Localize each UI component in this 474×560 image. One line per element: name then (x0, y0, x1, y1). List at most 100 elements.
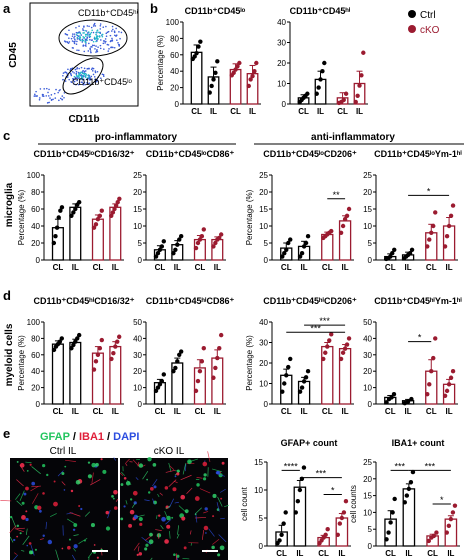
flow-event-dot (84, 41, 86, 43)
flow-event-dot (62, 74, 64, 77)
cell-spot (212, 493, 217, 498)
flow-event-dot (34, 95, 37, 97)
x-tick-label: CL (427, 549, 438, 558)
data-point (384, 537, 389, 542)
flow-event-dot (61, 95, 64, 97)
flow-event-dot (90, 75, 93, 78)
bar (109, 345, 122, 405)
flow-event-dot (66, 73, 68, 75)
flow-event-dot (33, 95, 36, 97)
y-tick-label: 40 (170, 67, 179, 76)
cell-spot (220, 497, 223, 500)
data-point (280, 254, 285, 259)
cell-spot (64, 465, 67, 468)
data-point (297, 254, 303, 259)
cell-process (165, 505, 171, 510)
flow-event-dot (35, 90, 37, 93)
data-point (201, 346, 206, 351)
data-point (113, 203, 119, 208)
micrograph-ctrl (0, 457, 119, 560)
data-point (93, 359, 99, 364)
flow-event-dot (97, 37, 99, 40)
data-point (406, 486, 412, 492)
legend-ctrl-label: Ctrl (420, 10, 436, 21)
y-tick-label: 10 (277, 80, 286, 89)
cell-process (217, 496, 223, 507)
flow-event-dot (81, 74, 84, 77)
cell-spot (174, 475, 177, 478)
flow-event-dot (79, 32, 82, 35)
cell-spot (102, 469, 107, 474)
data-point (346, 336, 352, 341)
cell-spot (16, 524, 20, 528)
cell-spot (152, 463, 157, 467)
data-point (199, 234, 205, 239)
data-point (177, 237, 182, 242)
flow-event-dot (73, 72, 75, 74)
flow-event-dot (83, 81, 86, 84)
chart-title: CD11b⁺CD45ˡᵒCD86⁺ (146, 149, 235, 159)
data-point (390, 251, 395, 256)
flow-event-dot (82, 32, 84, 34)
chart-title: CD11b⁺CD45ʰⁱCD16/32⁺ (34, 295, 135, 306)
legend-cko-label: cKO (420, 25, 440, 36)
data-point (153, 388, 159, 394)
x-tick-label: CL (426, 263, 437, 272)
flow-event-dot (77, 35, 80, 37)
flow-event-dot (69, 72, 72, 75)
cell-process (13, 552, 17, 555)
cell-spot (26, 469, 29, 472)
flow-event-dot (71, 70, 74, 73)
data-point (327, 338, 332, 343)
flow-x-label: CD11b (68, 114, 99, 125)
data-point (218, 332, 224, 338)
significance-label: **** (284, 461, 299, 471)
flow-event-dot (74, 40, 76, 42)
x-tick-label: IL (296, 549, 303, 558)
cell-process (69, 512, 81, 517)
flow-event-dot (48, 101, 50, 104)
cell-process (22, 535, 30, 546)
flow-event-dot (85, 78, 88, 81)
cell-spot (164, 539, 169, 544)
panel-letter-b: b (150, 1, 158, 16)
x-tick-label: IL (317, 107, 324, 116)
flow-event-dot (99, 23, 102, 25)
x-tick-label: IL (210, 107, 217, 116)
gate-lo (62, 57, 104, 95)
data-point (175, 242, 180, 247)
flow-event-dot (87, 50, 90, 52)
flow-event-dot (91, 44, 94, 47)
stain-gfap: GFAP (40, 431, 70, 443)
cell-spot (144, 547, 148, 551)
x-tick-label: IL (405, 407, 412, 416)
flow-event-dot (95, 40, 97, 43)
x-tick-label: IL (72, 263, 79, 272)
cell-process (135, 477, 139, 481)
data-point (322, 60, 327, 66)
flow-event-dot (86, 77, 89, 79)
data-point (171, 251, 176, 256)
y-tick-label: 0 (368, 542, 373, 551)
x-tick-label: IL (342, 407, 349, 416)
y-tick-label: 80 (170, 34, 179, 43)
chart-title: GFAP+ count (281, 438, 338, 448)
cell-spot (149, 532, 153, 537)
chart-title: CD11b⁺CD45ʰⁱCD86⁺ (146, 295, 235, 306)
cell-spot (25, 486, 29, 491)
cell-process (211, 468, 223, 473)
x-tick-label: IL (72, 407, 79, 416)
data-point (305, 91, 310, 96)
cell-process (180, 474, 192, 481)
flow-event-dot (111, 37, 113, 40)
cell-process (125, 500, 128, 505)
cell-process (196, 477, 203, 479)
data-point (199, 359, 205, 364)
flow-event-dot (85, 43, 87, 45)
data-point (195, 378, 201, 384)
data-point (303, 240, 309, 246)
cell-process (189, 530, 192, 535)
flow-event-dot (90, 51, 92, 54)
stain-iba1: IBA1 (79, 431, 104, 443)
flow-event-dot (78, 81, 81, 84)
